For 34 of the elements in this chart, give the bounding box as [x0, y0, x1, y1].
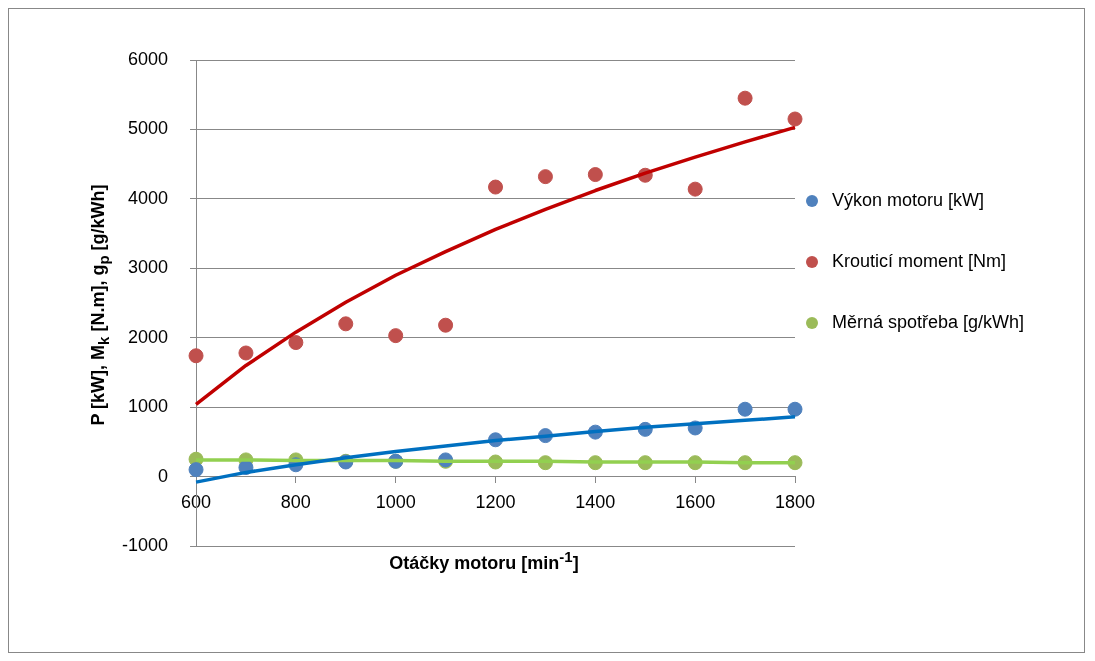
- point: [737, 90, 753, 106]
- y-tick-label: 2000: [127, 326, 169, 347]
- y-tick-label: 6000: [127, 48, 169, 69]
- x-tick-label: 600: [181, 492, 212, 513]
- legend-label: Výkon motoru [kW]: [832, 190, 985, 211]
- y-tick-label: 1000: [127, 396, 169, 417]
- point: [188, 462, 204, 478]
- point: [687, 181, 703, 197]
- point: [488, 179, 504, 195]
- point: [438, 317, 454, 333]
- x-tick-label: 800: [280, 492, 311, 513]
- point: [238, 345, 254, 361]
- x-tick-label: 1600: [675, 492, 716, 513]
- y-tick-label: 4000: [127, 187, 169, 208]
- point: [388, 328, 404, 344]
- point: [288, 335, 304, 351]
- point: [537, 169, 553, 185]
- x-tick-label: 1000: [375, 492, 416, 513]
- y-tick-label: 5000: [127, 118, 169, 139]
- x-tick-label: 1200: [475, 492, 516, 513]
- point: [787, 111, 803, 127]
- point: [787, 401, 803, 417]
- legend-label: Krouticí moment [Nm]: [832, 251, 1007, 272]
- point: [338, 316, 354, 332]
- y-tick-label: 3000: [127, 257, 169, 278]
- x-axis-title: Otáčky motoru [min$^{-1}$]: [389, 548, 579, 574]
- legend-label: Měrná spotřeba [g/kWh]: [832, 312, 1025, 333]
- y-tick-label: 0: [158, 465, 169, 486]
- x-tick-label: 1400: [575, 492, 616, 513]
- point: [188, 348, 204, 364]
- point: [737, 401, 753, 417]
- point: [587, 167, 603, 183]
- x-tick-label: 1800: [774, 492, 816, 513]
- y-tick-label: -1000: [121, 534, 169, 555]
